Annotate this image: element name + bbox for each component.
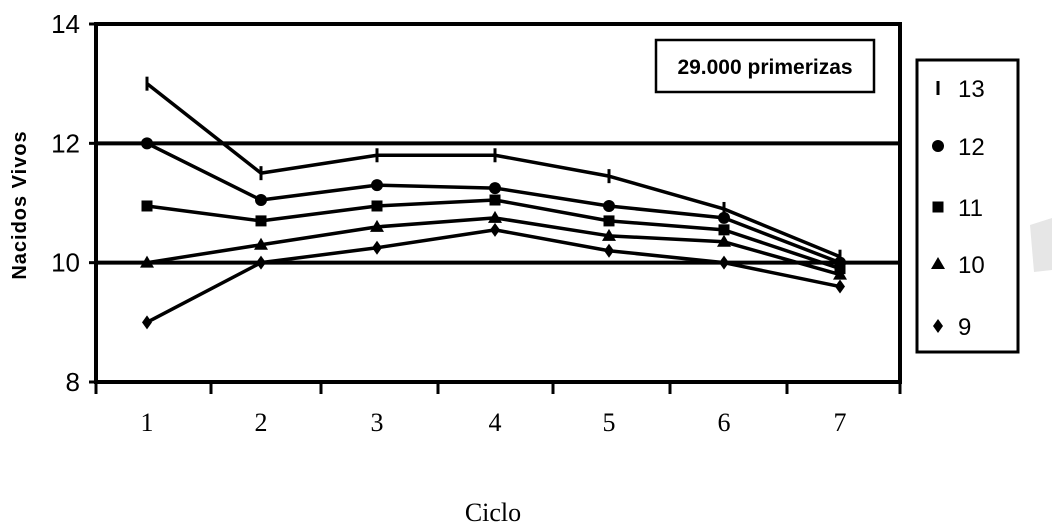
data-point-10 [833, 267, 847, 280]
legend-label-13: 13 [958, 76, 985, 103]
data-point-11 [489, 194, 501, 206]
data-point-13 [607, 169, 611, 184]
legend-label-12: 12 [958, 134, 985, 161]
legend-label-10: 10 [958, 252, 985, 279]
x-axis-label: Ciclo [465, 498, 521, 527]
data-point-13 [259, 166, 263, 181]
data-point-13 [722, 201, 726, 216]
data-point-11 [718, 224, 730, 236]
x-tick-label: 6 [718, 408, 731, 437]
data-point-10 [140, 255, 154, 268]
data-point-9 [256, 255, 266, 270]
legend-marker-10 [931, 257, 945, 269]
data-point-9 [490, 222, 500, 237]
data-point-11 [371, 200, 383, 212]
x-tick-label: 3 [371, 408, 384, 437]
legend-marker-12 [932, 140, 944, 152]
gridlines [96, 22, 900, 265]
data-point-12 [489, 182, 501, 195]
decorative-triangle [1030, 218, 1052, 272]
data-point-12 [718, 211, 730, 224]
data-point-9 [835, 279, 845, 294]
legend-marker-9 [933, 319, 943, 333]
y-tick-label: 14 [51, 9, 80, 39]
x-tick-label: 5 [603, 408, 616, 437]
legend-label-11: 11 [958, 195, 983, 222]
y-axis-label: Nacidos Vivos [9, 130, 31, 279]
data-point-10 [488, 210, 502, 223]
data-point-12 [141, 137, 153, 150]
annotation-text: 29.000 primerizas [677, 56, 852, 79]
data-point-13 [145, 76, 149, 91]
data-point-9 [719, 255, 729, 270]
y-tick-label: 10 [51, 248, 80, 278]
data-point-10 [717, 234, 731, 247]
axes [94, 22, 902, 384]
data-point-11 [603, 215, 615, 227]
marker-group [140, 76, 847, 330]
data-point-12 [371, 179, 383, 192]
data-point-9 [142, 315, 152, 330]
data-point-10 [254, 237, 268, 250]
data-point-11 [141, 200, 153, 212]
x-tick-labels: 1 2 3 4 5 6 7 [94, 382, 902, 437]
annotation-box: 29.000 primerizas [654, 38, 876, 94]
y-tick-labels: 8 10 12 14 [51, 9, 96, 397]
data-point-10 [370, 219, 384, 232]
legend-marker-11 [932, 201, 944, 213]
y-tick-label: 12 [51, 128, 80, 158]
data-point-9 [372, 240, 382, 255]
x-tick-label: 1 [141, 408, 154, 437]
legend-marker-13 [936, 81, 940, 95]
data-point-13 [375, 148, 379, 163]
x-tick-label: 2 [255, 408, 268, 437]
x-tick-label: 7 [834, 408, 847, 437]
data-point-13 [493, 148, 497, 163]
data-point-11 [255, 215, 267, 227]
data-point-9 [604, 243, 614, 258]
data-point-10 [602, 228, 616, 241]
y-tick-label: 8 [66, 367, 80, 397]
legend-label-9: 9 [958, 314, 971, 341]
legend: 13 12 11 10 9 [915, 58, 1020, 354]
data-point-12 [603, 199, 615, 212]
x-tick-label: 4 [489, 408, 502, 437]
data-point-12 [255, 194, 267, 207]
